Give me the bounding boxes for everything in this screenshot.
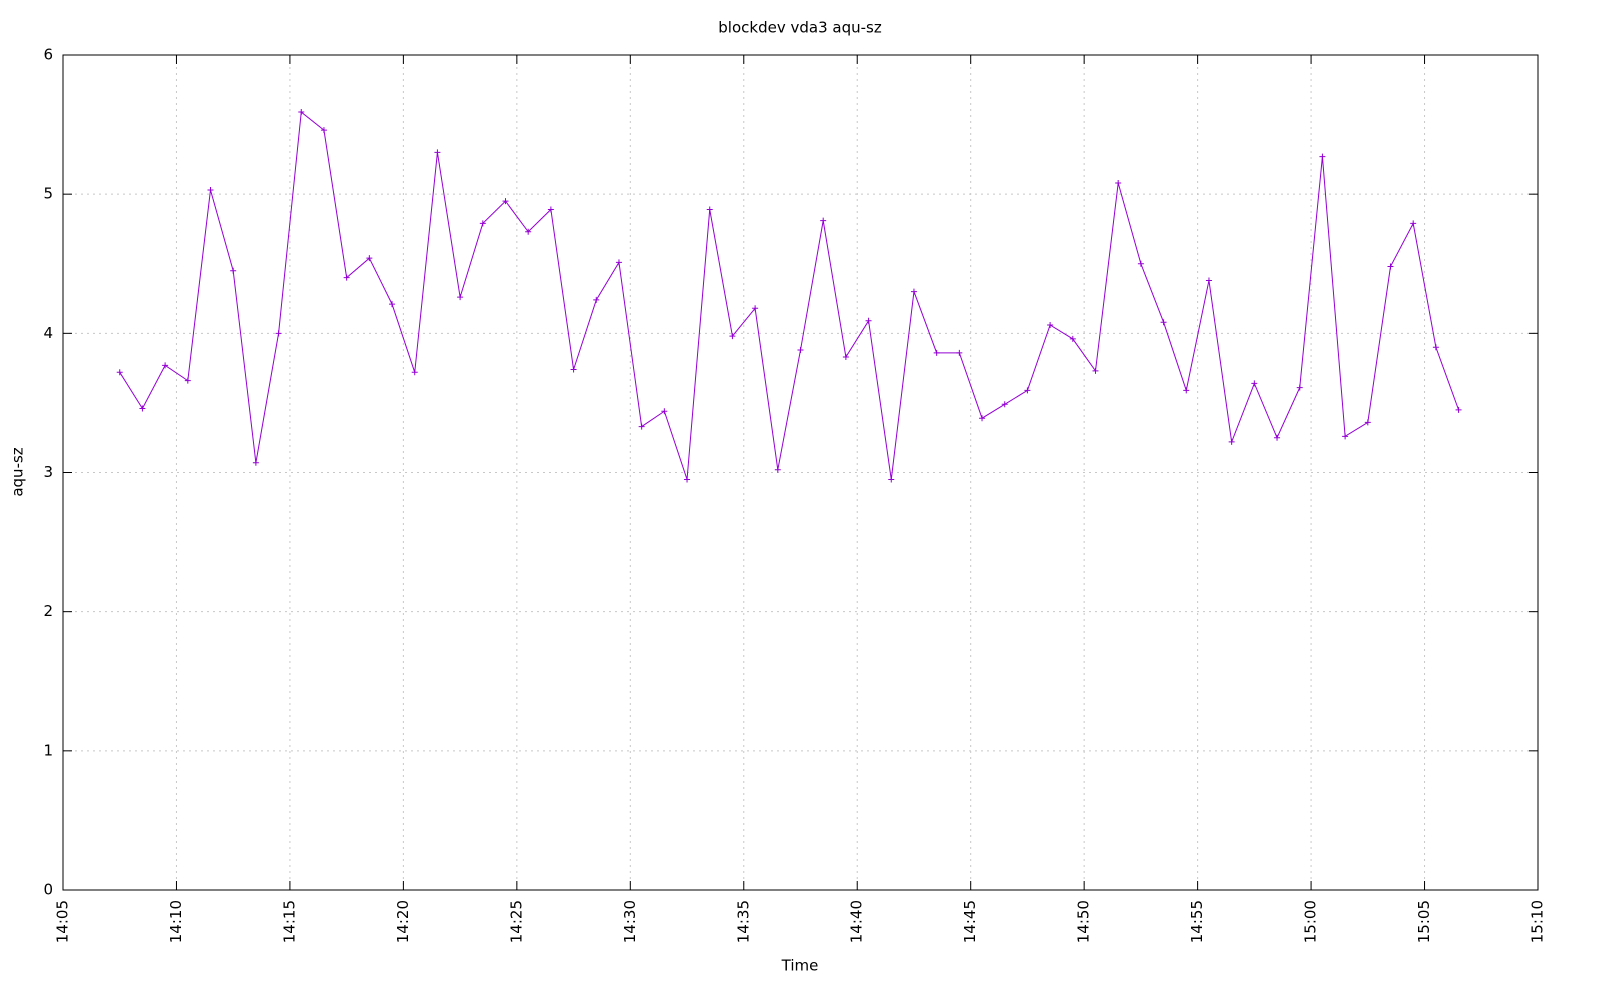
data-point [389, 301, 396, 308]
data-point [184, 377, 191, 384]
x-tick-label: 14:25 [507, 900, 525, 943]
data-point [842, 353, 849, 360]
data-point [638, 423, 645, 430]
y-tick-label: 5 [43, 185, 53, 203]
data-point [502, 198, 509, 205]
data-point [343, 274, 350, 281]
data-point [1024, 387, 1031, 394]
data-point [797, 347, 804, 354]
x-tick-label: 14:20 [394, 900, 412, 943]
data-point [1342, 433, 1349, 440]
data-line [119, 111, 1460, 480]
data-point [774, 466, 781, 473]
data-point [252, 459, 259, 466]
y-tick-label: 2 [43, 602, 53, 620]
data-point [1364, 419, 1371, 426]
data-point [615, 259, 622, 266]
data-point [956, 349, 963, 356]
x-tick-label: 14:45 [961, 900, 979, 943]
data-point [366, 255, 373, 262]
data-point [820, 217, 827, 224]
data-point [910, 288, 917, 295]
data-point [1319, 153, 1326, 160]
data-point [593, 296, 600, 303]
data-point [706, 206, 713, 213]
data-point [1410, 220, 1417, 227]
plot-border [62, 54, 1539, 891]
x-tick-label: 15:05 [1415, 900, 1433, 943]
data-point [320, 127, 327, 134]
data-point [1001, 401, 1008, 408]
data-point [298, 109, 305, 116]
x-tick-label: 15:10 [1529, 900, 1547, 943]
x-tick-label: 14:15 [280, 900, 298, 943]
x-tick-label: 14:40 [848, 900, 866, 943]
y-tick-label: 0 [43, 881, 53, 899]
x-tick-label: 14:50 [1075, 900, 1093, 943]
y-axis-label: aqu-sz [9, 447, 27, 496]
y-tick-label: 6 [43, 46, 53, 64]
data-point [933, 349, 940, 356]
data-point [1160, 319, 1167, 326]
x-tick-label: 14:55 [1188, 900, 1206, 943]
y-tick-label: 1 [43, 741, 53, 759]
data-point [116, 369, 123, 376]
data-point [1047, 321, 1054, 328]
y-tick-label: 4 [43, 324, 53, 342]
data-point [525, 228, 532, 235]
data-point [888, 476, 895, 483]
x-tick-label: 15:00 [1302, 900, 1320, 943]
data-point [275, 330, 282, 337]
data-point [1251, 380, 1258, 387]
x-axis-label: Time [781, 957, 819, 975]
x-tick-label: 14:35 [734, 900, 752, 943]
data-point [162, 362, 169, 369]
data-point [207, 186, 214, 193]
data-point [1228, 438, 1235, 445]
data-point [570, 366, 577, 373]
data-point [1455, 406, 1462, 413]
data-point [1069, 335, 1076, 342]
data-point [139, 405, 146, 412]
data-point [1274, 434, 1281, 441]
x-tick-label: 14:05 [54, 900, 72, 943]
data-point [661, 408, 668, 415]
data-point [684, 476, 691, 483]
data-point [1115, 180, 1122, 187]
data-point [1137, 260, 1144, 267]
y-tick-label: 3 [43, 463, 53, 481]
data-point [547, 206, 554, 213]
data-point [865, 317, 872, 324]
data-point [457, 294, 464, 301]
data-point [1183, 387, 1190, 394]
data-point [729, 333, 736, 340]
data-point [479, 220, 486, 227]
data-point [752, 305, 759, 312]
data-point [1432, 344, 1439, 351]
data-point [230, 267, 237, 274]
data-point [1205, 277, 1212, 284]
data-point [1092, 367, 1099, 374]
data-point [1296, 384, 1303, 391]
data-point [979, 415, 986, 422]
x-tick-label: 14:10 [167, 900, 185, 943]
data-point [411, 369, 418, 376]
chart-title: blockdev vda3 aqu-sz [718, 19, 882, 37]
x-tick-label: 14:30 [621, 900, 639, 943]
data-point [434, 149, 441, 156]
data-point [1387, 263, 1394, 270]
